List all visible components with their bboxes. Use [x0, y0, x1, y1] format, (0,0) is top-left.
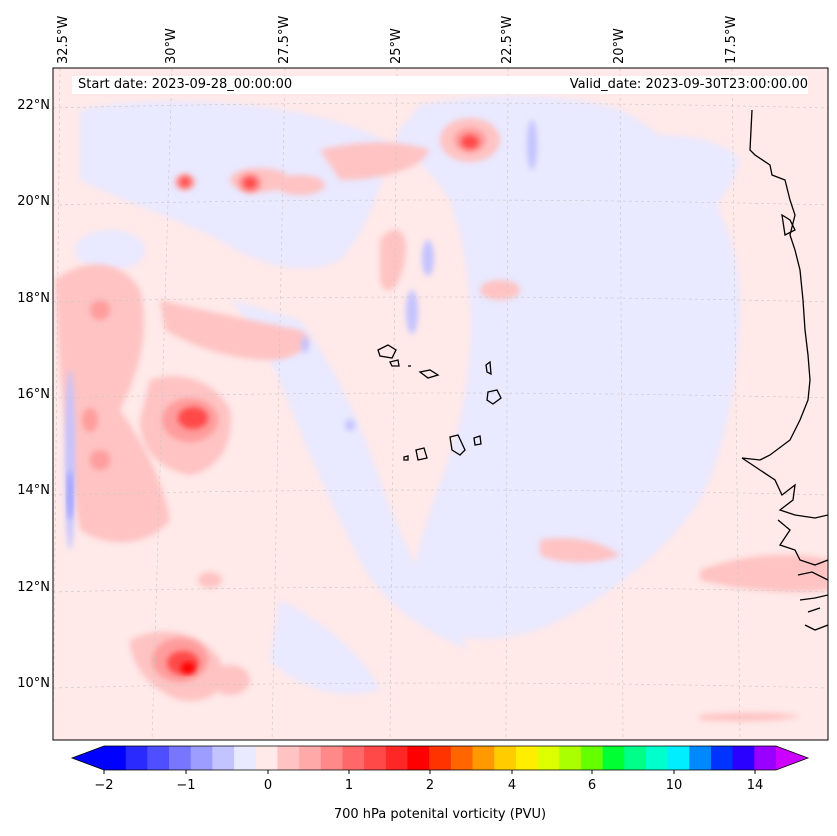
colorbar-swatch [320, 746, 343, 770]
colorbar-swatch [559, 746, 582, 770]
colorbar-tick-label: 2 [425, 778, 435, 793]
colorbar-swatch [710, 746, 734, 770]
colorbar-swatch [624, 746, 647, 770]
colorbar-swatch [255, 746, 278, 770]
colorbar-label: 700 hPa potenital vorticity (PVU) [333, 807, 547, 822]
coastline [377, 109, 828, 631]
positive-pv-regions-light [55, 118, 828, 722]
gridlines [53, 68, 828, 740]
colorbar-swatch [385, 746, 408, 770]
colorbar-swatch [125, 746, 148, 770]
colorbar-swatch [299, 746, 322, 770]
colorbar-swatch [602, 746, 625, 770]
colorbar-swatch [689, 746, 712, 770]
colorbar-swatch [277, 746, 300, 770]
colorbar-tick-label: −1 [176, 778, 196, 793]
map-area [53, 68, 828, 740]
colorbar-swatch [732, 746, 755, 770]
latitude-label: 18°N [17, 291, 50, 306]
colorbar-swatch [537, 746, 560, 770]
positive-pv-peaks [181, 662, 195, 674]
latitude-label: 20°N [17, 194, 50, 209]
valid-date-label: Valid_date: 2023-09-30T23:00:00.00 [472, 76, 808, 94]
longitude-label: 32.5°W [56, 15, 71, 64]
colorbar-tick-label: −2 [94, 778, 114, 793]
colorbar-tick-label: 6 [587, 778, 597, 793]
colorbar-swatch [645, 746, 669, 770]
latitude-label: 16°N [17, 387, 50, 402]
colorbar-swatch [515, 746, 539, 770]
colorbar-tick-label: 4 [507, 778, 517, 793]
latitude-label: 14°N [17, 483, 50, 498]
colorbar-swatch [212, 746, 235, 770]
colorbar-swatch [147, 746, 170, 770]
colorbar-tick-label: 14 [746, 778, 764, 793]
colorbar-swatch [472, 746, 495, 770]
longitude-label: 22.5°W [500, 15, 515, 64]
latitude-label: 12°N [17, 580, 50, 595]
latitude-label: 10°N [17, 676, 50, 691]
colorbar-swatch [580, 746, 604, 770]
colorbar-extend-max [776, 746, 808, 770]
colorbar-extend-min [72, 746, 104, 770]
colorbar-swatch [754, 746, 777, 770]
colorbar-swatch [450, 746, 474, 770]
colorbar-swatch [104, 746, 127, 770]
colorbar-swatch [667, 746, 690, 770]
longitude-label: 20°W [612, 28, 627, 64]
colorbar-swatch [407, 746, 430, 770]
map-frame [52, 67, 829, 741]
colorbar-tick-label: 10 [665, 778, 683, 793]
colorbar [70, 745, 810, 774]
longitude-label: 17.5°W [724, 15, 739, 64]
positive-pv-cores [167, 135, 479, 675]
colorbar-tick-label: 0 [263, 778, 273, 793]
colorbar-swatch [342, 746, 365, 770]
colorbar-swatch [364, 746, 387, 770]
colorbar-swatch [190, 746, 213, 770]
longitude-label: 27.5°W [277, 15, 292, 64]
start-date-label: Start date: 2023-09-28_00:00:00 [72, 76, 478, 94]
colorbar-swatch [494, 746, 517, 770]
longitude-label: 25°W [389, 28, 404, 64]
colorbar-tick-label: 1 [344, 778, 354, 793]
colorbar-swatch [429, 746, 452, 770]
colorbar-swatch [169, 746, 192, 770]
longitude-label: 30°W [164, 28, 179, 64]
colorbar-swatch [234, 746, 257, 770]
negative-pv-regions [75, 96, 740, 694]
latitude-label: 22°N [17, 98, 50, 113]
